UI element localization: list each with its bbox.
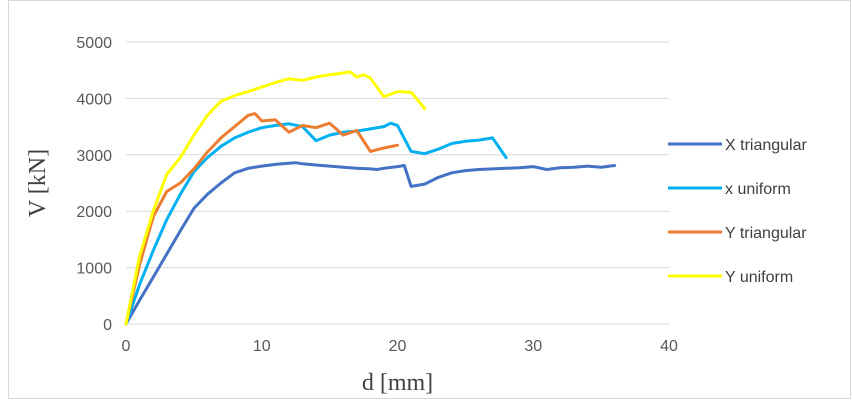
x-tick-labels: 0 10 20 30 40 [122, 338, 678, 355]
x-axis-title: d [mm] [362, 370, 433, 396]
x-tick-label: 10 [253, 338, 271, 355]
legend: X triangular x uniform Y triangular Y unifo… [668, 137, 807, 286]
series-line-1 [124, 121, 508, 326]
series-line-2 [124, 112, 399, 326]
x-tick-label: 0 [122, 338, 131, 355]
y-tick-label: 1000 [76, 261, 112, 278]
series-line-3 [124, 70, 427, 326]
series-line-0 [124, 161, 617, 326]
y-tick-label: 2000 [76, 204, 112, 221]
y-tick-labels: 0 1000 2000 3000 4000 5000 [76, 35, 112, 334]
x-tick-label: 20 [389, 338, 407, 355]
y-tick-label: 5000 [76, 35, 112, 52]
legend-label: Y uniform [725, 269, 793, 286]
y-tick-label: 0 [103, 317, 112, 334]
y-tick-label: 4000 [76, 91, 112, 108]
line-chart: 0 1000 2000 3000 4000 5000 0 10 20 30 40 V [kN] d… [25, 35, 807, 396]
series-lines [124, 70, 617, 326]
y-tick-label: 3000 [76, 148, 112, 165]
chart-frame: 0 1000 2000 3000 4000 5000 0 10 20 30 40 V [kN] d… [8, 0, 851, 399]
y-axis-title: V [kN] [25, 149, 51, 217]
x-tick-label: 40 [660, 338, 678, 355]
gridlines [126, 41, 669, 325]
legend-label: X triangular [725, 137, 807, 154]
legend-label: x uniform [725, 181, 791, 198]
legend-label: Y triangular [725, 225, 807, 242]
x-tick-label: 30 [524, 338, 542, 355]
